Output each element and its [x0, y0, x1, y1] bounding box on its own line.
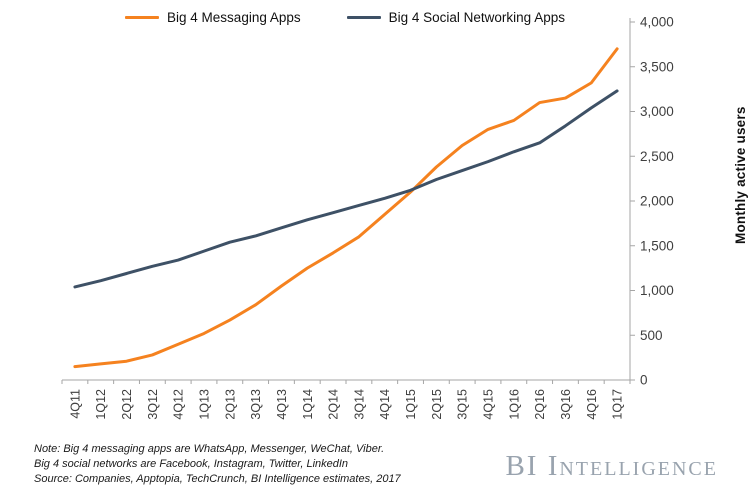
y-tick-label: 4,000	[640, 15, 674, 30]
legend-swatch-messaging	[125, 16, 160, 19]
y-tick-label: 0	[640, 373, 648, 388]
legend-label-social: Big 4 Social Networking Apps	[388, 10, 565, 25]
x-tick-label: 2Q15	[430, 389, 444, 420]
x-tick-label: 1Q15	[404, 389, 418, 420]
chart-legend: Big 4 Messaging Apps Big 4 Social Networ…	[40, 10, 650, 25]
x-tick-label: 3Q15	[456, 389, 470, 420]
legend-item-messaging: Big 4 Messaging Apps	[125, 10, 301, 25]
x-tick-label: 4Q12	[172, 389, 186, 420]
x-tick-label: 2Q16	[533, 389, 547, 420]
series-line-0	[73, 47, 619, 369]
x-tick-label: 4Q11	[68, 389, 82, 419]
y-tick-label: 1,500	[640, 238, 674, 253]
y-tick-label: 3,000	[640, 104, 674, 119]
x-tick-label: 3Q14	[352, 389, 366, 420]
x-tick-label: 3Q16	[559, 389, 573, 420]
x-tick-label: 4Q13	[275, 389, 289, 420]
y-axis-title: Monthly active users	[733, 106, 748, 244]
note-line-3: Source: Companies, Apptopia, TechCrunch,…	[34, 473, 401, 485]
brand-logo: BI Intelligence	[505, 450, 718, 482]
y-tick-label: 3,500	[640, 59, 674, 74]
x-tick-label: 4Q15	[482, 389, 496, 420]
x-tick-label: 1Q17	[611, 389, 625, 420]
chart-svg: 0 500 1,000 1,500 2,000 2,500 3,000 3,500 4,000 4…	[61, 15, 674, 420]
y-tick-label: 500	[640, 328, 663, 343]
x-tick-label: 3Q12	[146, 389, 160, 420]
x-tick-label: 1Q14	[301, 389, 315, 420]
y-tick-label: 1,000	[640, 283, 674, 298]
x-tick-label: 1Q16	[507, 389, 521, 420]
x-tick-label: 4Q14	[378, 389, 392, 420]
note-line-1: Note: Big 4 messaging apps are WhatsApp,…	[34, 443, 385, 455]
x-tick-label: 1Q13	[198, 389, 212, 420]
legend-item-social: Big 4 Social Networking Apps	[346, 10, 565, 25]
y-tick-label: 2,500	[640, 149, 674, 164]
chart-notes: Note: Big 4 messaging apps are WhatsApp,…	[34, 442, 401, 487]
legend-label-messaging: Big 4 Messaging Apps	[167, 10, 301, 25]
legend-swatch-social	[346, 16, 381, 19]
note-line-2: Big 4 social networks are Facebook, Inst…	[34, 458, 349, 470]
x-tick-label: 1Q12	[94, 389, 108, 420]
x-tick-label: 2Q12	[120, 389, 134, 420]
y-tick-label: 2,000	[640, 194, 674, 209]
x-tick-label: 2Q13	[223, 389, 237, 420]
x-tick-label: 3Q13	[249, 389, 263, 420]
x-tick-label: 4Q16	[585, 389, 599, 420]
series-line-1	[73, 89, 619, 289]
x-tick-label: 2Q14	[327, 389, 341, 420]
